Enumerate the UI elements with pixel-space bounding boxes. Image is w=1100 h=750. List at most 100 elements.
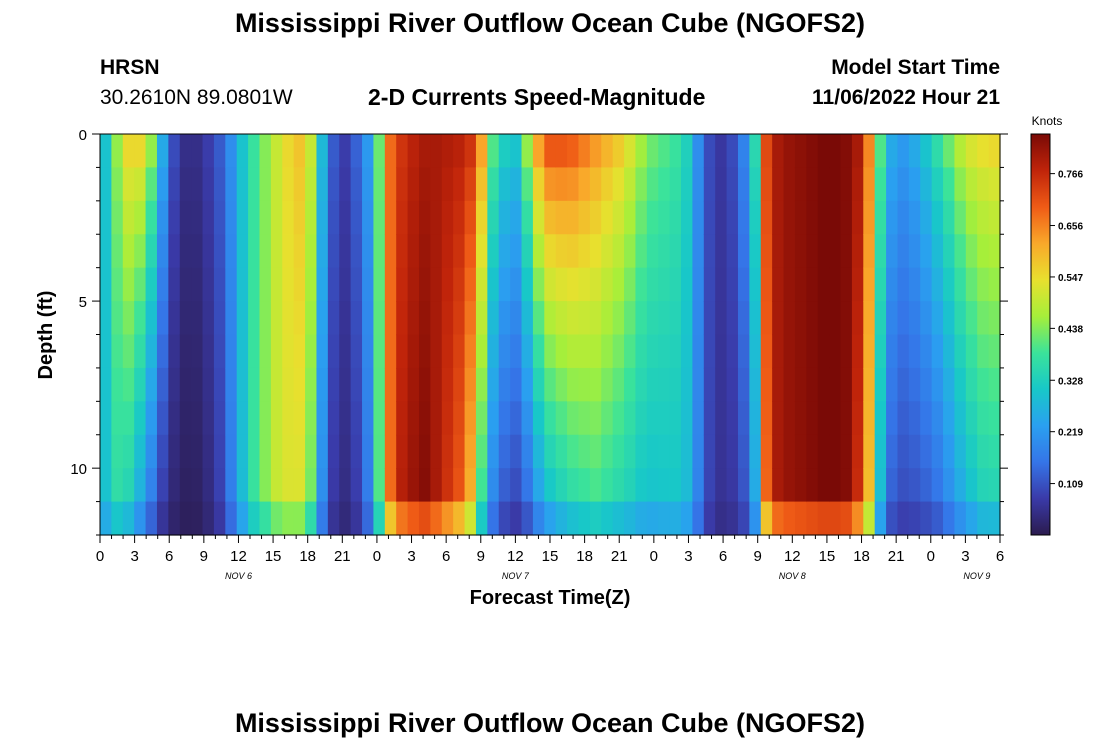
heatmap-cell <box>339 334 352 369</box>
heatmap-cell <box>475 134 488 169</box>
heatmap-cell <box>350 434 363 469</box>
station-coordinates: 30.2610N 89.0801W <box>100 86 293 109</box>
heatmap-cell <box>293 267 306 302</box>
heatmap-cell <box>487 468 500 503</box>
heatmap-cell <box>567 334 580 369</box>
colorbar <box>1030 133 1051 536</box>
heatmap-cell <box>567 434 580 469</box>
heatmap-cell <box>111 234 124 269</box>
heatmap-cell <box>851 267 864 302</box>
y-tick-label: 5 <box>79 294 87 311</box>
heatmap-cell <box>794 301 807 336</box>
heatmap-cell <box>362 167 375 202</box>
heatmap-cell <box>760 301 773 336</box>
heatmap-cell <box>373 134 386 169</box>
heatmap-cell <box>988 301 1001 336</box>
heatmap-cell <box>863 501 876 536</box>
heatmap-cell <box>783 501 796 536</box>
heatmap-cell <box>715 267 728 302</box>
heatmap-cell <box>327 334 340 369</box>
x-tick-label: 12 <box>507 548 524 565</box>
heatmap-cell <box>897 468 910 503</box>
heatmap-cell <box>931 301 944 336</box>
heatmap-cell <box>202 334 215 369</box>
heatmap-cell <box>669 200 682 235</box>
heatmap-cell <box>555 167 568 202</box>
heatmap-cell <box>783 434 796 469</box>
heatmap-cell <box>908 200 921 235</box>
heatmap-cell <box>658 367 671 402</box>
x-tick-label: 3 <box>407 548 415 565</box>
heatmap-cell <box>931 334 944 369</box>
heatmap-cell <box>886 334 899 369</box>
x-tick-label: 0 <box>927 548 935 565</box>
heatmap-cell <box>521 334 534 369</box>
heatmap-cell <box>760 134 773 169</box>
heatmap-cell <box>134 367 147 402</box>
heatmap-cell <box>567 301 580 336</box>
heatmap-cell <box>305 267 318 302</box>
heatmap-cell <box>236 200 249 235</box>
x-date-label: NOV 8 <box>779 571 806 581</box>
heatmap-cell <box>464 234 477 269</box>
heatmap-cell <box>475 434 488 469</box>
heatmap-cell <box>487 167 500 202</box>
heatmap-cell <box>874 401 887 436</box>
heatmap-cell <box>624 468 637 503</box>
heatmap-cell <box>646 401 659 436</box>
heatmap-cell <box>897 267 910 302</box>
heatmap-cell <box>430 267 443 302</box>
heatmap-cell <box>475 401 488 436</box>
heatmap-cell <box>510 267 523 302</box>
heatmap-cell <box>430 334 443 369</box>
heatmap-cell <box>601 134 614 169</box>
heatmap-cell <box>977 167 990 202</box>
heatmap-cell <box>806 167 819 202</box>
heatmap-cell <box>498 267 511 302</box>
heatmap-cell <box>669 267 682 302</box>
heatmap-cells <box>100 134 1001 536</box>
model-start-label: Model Start Time <box>831 56 1000 79</box>
heatmap-cell <box>373 367 386 402</box>
heatmap-cell <box>521 301 534 336</box>
heatmap-cell <box>225 267 238 302</box>
heatmap-cell <box>293 367 306 402</box>
heatmap-cell <box>213 434 226 469</box>
heatmap-cell <box>977 401 990 436</box>
heatmap-cell <box>532 501 545 536</box>
heatmap-cell <box>350 468 363 503</box>
heatmap-cell <box>737 167 750 202</box>
heatmap-cell <box>122 367 135 402</box>
heatmap-cell <box>475 167 488 202</box>
heatmap-cell <box>703 167 716 202</box>
heatmap-cell <box>418 167 431 202</box>
heatmap-cell <box>943 501 956 536</box>
heatmap-cell <box>464 267 477 302</box>
heatmap-cell <box>544 267 557 302</box>
heatmap-cell <box>669 468 682 503</box>
heatmap-cell <box>544 468 557 503</box>
heatmap-cell <box>179 234 192 269</box>
heatmap-cell <box>305 200 318 235</box>
heatmap-cell <box>293 501 306 536</box>
heatmap-cell <box>418 301 431 336</box>
heatmap-cell <box>589 234 602 269</box>
heatmap-cell <box>236 468 249 503</box>
heatmap-cell <box>305 334 318 369</box>
heatmap-cell <box>794 434 807 469</box>
heatmap-cell <box>373 234 386 269</box>
heatmap-cell <box>225 200 238 235</box>
heatmap-cell <box>863 367 876 402</box>
heatmap-cell <box>441 267 454 302</box>
colorbar-tick-label: 0.656 <box>1058 222 1083 233</box>
heatmap-cell <box>179 200 192 235</box>
heatmap-cell <box>669 234 682 269</box>
heatmap-cell <box>954 234 967 269</box>
heatmap-cell <box>931 234 944 269</box>
heatmap-cell <box>977 434 990 469</box>
heatmap-cell <box>977 367 990 402</box>
heatmap-cell <box>977 301 990 336</box>
heatmap-cell <box>954 267 967 302</box>
heatmap-cell <box>487 401 500 436</box>
heatmap-cell <box>327 234 340 269</box>
